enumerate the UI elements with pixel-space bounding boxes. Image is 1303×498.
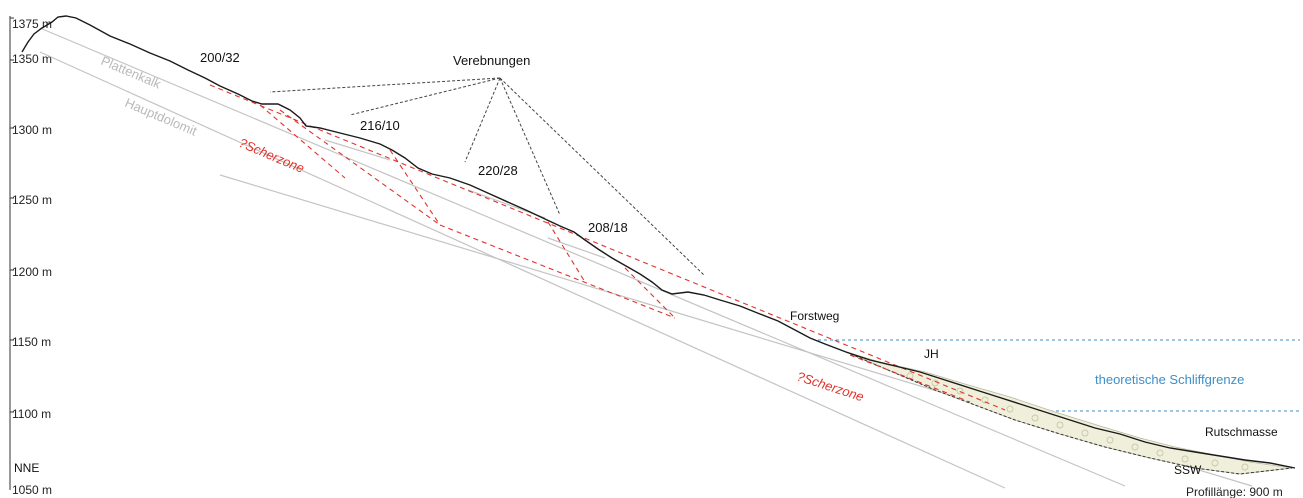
elevation-label-1375: 1375 m — [12, 17, 52, 31]
landslide-base — [845, 351, 1293, 475]
trimline — [818, 339, 1300, 412]
elevation-label-1250: 1250 m — [12, 193, 52, 207]
plattenkalk-boundary — [39, 27, 1126, 487]
terraces-label: Verebnungen — [453, 53, 530, 68]
elevation-axis: 1375 m 1350 m 1300 m 1250 m 1200 m 1150 … — [9, 16, 52, 497]
elevation-label-1100: 1100 m — [12, 407, 51, 421]
landslide-label: Rutschmasse — [1205, 425, 1278, 439]
leader-line-4 — [499, 77, 561, 216]
jh-label: JH — [924, 347, 939, 361]
forest-road-label: Forstweg — [790, 309, 839, 323]
shear-zone-main — [209, 84, 1006, 411]
elevation-label-1200: 1200 m — [12, 265, 52, 279]
profile-length: Profillänge: 900 m — [1186, 485, 1283, 498]
shear-zone-label-lower: ?Scherzone — [795, 369, 866, 405]
leader-line-5 — [499, 77, 706, 277]
terrace-leader-lines — [269, 77, 706, 277]
shear-zone-fault-3 — [389, 149, 441, 226]
shear-zone-fault-5 — [547, 221, 586, 283]
shear-zone-fault-1 — [259, 104, 346, 179]
dip-measurement-4: 208/18 — [588, 220, 628, 235]
trimline-label: theoretische Schliffgrenze — [1095, 372, 1244, 387]
shear-zones — [209, 84, 1006, 411]
shear-zone-fault-7 — [849, 354, 971, 403]
leader-line-2 — [349, 77, 501, 116]
elevation-label-1300: 1300 m — [12, 123, 52, 137]
unit-label-hauptdolomit: Hauptdolomit — [123, 95, 200, 139]
shear-zone-fault-2 — [279, 109, 441, 226]
leader-line-3 — [464, 77, 501, 163]
elevation-label-1150: 1150 m — [12, 335, 51, 349]
orientation-left: NNE — [14, 461, 39, 475]
elevation-label-1350: 1350 m — [12, 52, 52, 66]
dip-measurement-3: 220/28 — [478, 163, 518, 178]
dip-measurement-2: 216/10 — [360, 118, 400, 133]
terrain-surface — [21, 15, 1296, 469]
leader-line-1 — [269, 77, 501, 93]
shear-zone-label-upper: ?Scherzone — [237, 135, 307, 176]
landslide-pebbles — [906, 372, 1249, 471]
hauptdolomit-boundary — [39, 51, 1006, 489]
bedding-trace-1 — [324, 139, 391, 161]
elevation-label-1050: 1050 m — [12, 483, 52, 497]
bedding-trace-3 — [547, 237, 606, 259]
dip-measurement-1: 200/32 — [200, 50, 240, 65]
orientation-right: SSW — [1174, 463, 1202, 477]
shear-zone-fault-6 — [624, 267, 676, 319]
shear-zone-fault-4 — [439, 224, 676, 319]
unit-label-plattenkalk: Plattenkalk — [99, 53, 164, 92]
